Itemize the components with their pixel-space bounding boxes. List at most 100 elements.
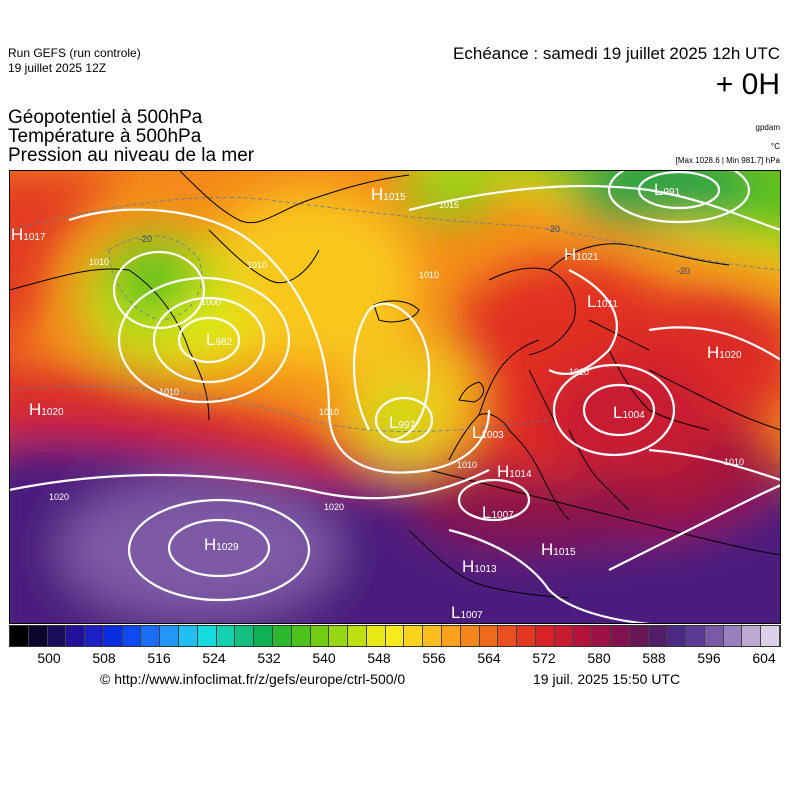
color-swatch — [667, 626, 687, 646]
high-center: H1029 — [204, 535, 239, 554]
high-center: H1013 — [462, 557, 497, 576]
generated-date: 19 juil. 2025 15:50 UTC — [533, 671, 681, 687]
run-name: Run GEFS (run controle) — [8, 46, 141, 60]
high-center: H1020 — [707, 343, 742, 362]
low-center: L1007 — [482, 503, 514, 522]
scale-tick-label: 556 — [422, 650, 446, 666]
scale-tick-label: 572 — [532, 650, 556, 666]
color-swatch — [28, 626, 48, 646]
coastlines — [9, 170, 781, 599]
low-center: L997 — [389, 413, 416, 432]
high-center: H1021 — [564, 245, 599, 264]
run-date: 19 juillet 2025 12Z — [8, 61, 107, 75]
high-center: H1015 — [371, 185, 406, 204]
isobar-label: 1010 — [247, 260, 267, 270]
color-swatch — [385, 626, 405, 646]
scale-tick-label: 588 — [642, 650, 666, 666]
scale-tick-label: 524 — [202, 650, 226, 666]
unit-celsius: °C — [771, 142, 780, 151]
isotherm-labels: -20 -20 -20 — [139, 224, 690, 276]
color-swatch — [648, 626, 668, 646]
low-center: L1003 — [472, 423, 504, 442]
isobar-label: 1010 — [569, 367, 589, 377]
color-swatch — [10, 626, 29, 646]
color-swatch — [197, 626, 217, 646]
scale-tick-label: 540 — [312, 650, 336, 666]
color-swatch — [85, 626, 104, 646]
color-swatch — [47, 626, 67, 646]
map-svg: H1015 H1017 H1021 H1020 H1020 H1014 H102… — [9, 170, 781, 624]
geopotential-field: H1015 H1017 H1021 H1020 H1020 H1014 H102… — [9, 170, 781, 624]
color-swatch — [160, 626, 180, 646]
color-swatch — [592, 626, 611, 646]
color-swatch — [235, 626, 255, 646]
weather-map: H1015 H1017 H1021 H1020 H1020 H1014 H102… — [9, 170, 781, 624]
high-center: H1017 — [11, 225, 46, 244]
isobar-label: 1010 — [457, 460, 477, 470]
run-info: Run GEFS (run controle) 19 juillet 2025 … — [8, 46, 141, 76]
source-url[interactable]: © http://www.infoclimat.fr/z/gefs/europe… — [100, 671, 406, 687]
isobar-labels: 1015 1010 1000 1010 1010 1010 1010 1020 … — [49, 200, 744, 512]
isobar-label: 1010 — [159, 387, 179, 397]
high-center: H1015 — [541, 540, 576, 559]
color-swatch — [441, 626, 461, 646]
color-swatch — [423, 626, 442, 646]
isobar-label: 1015 — [439, 200, 459, 210]
echeance: Echéance : samedi 19 juillet 2025 12h UT… — [453, 44, 780, 63]
color-swatch — [66, 626, 86, 646]
color-swatch — [272, 626, 292, 646]
color-swatch — [329, 626, 349, 646]
color-swatch — [179, 626, 198, 646]
color-swatch — [404, 626, 424, 646]
low-center: L1004 — [613, 403, 645, 422]
color-swatch — [742, 626, 762, 646]
forecast-hour: + 0H — [715, 68, 780, 101]
isotherms — [9, 196, 781, 433]
isobar-label: 1010 — [419, 270, 439, 280]
isotherm-label: -20 — [139, 234, 152, 244]
isobar-label: 1020 — [324, 502, 344, 512]
color-swatch — [517, 626, 536, 646]
high-center: H1014 — [497, 462, 532, 481]
color-swatch — [761, 626, 781, 646]
isobars — [9, 170, 781, 624]
isobar-label: 1010 — [319, 407, 339, 417]
scale-tick-label: 500 — [37, 650, 61, 666]
field-geopotential: Géopotentiel à 500hPa — [8, 107, 203, 128]
scale-tick-label: 508 — [92, 650, 116, 666]
scale-tick-label: 532 — [257, 650, 281, 666]
isobar-label: 1020 — [49, 492, 69, 502]
color-swatch — [291, 626, 311, 646]
field-list: Géopotentiel à 500hPa Température à 500h… — [8, 108, 254, 165]
low-center: L1007 — [451, 603, 483, 622]
field-temperature: Température à 500hPa — [8, 126, 202, 147]
color-swatch — [103, 626, 123, 646]
color-swatch — [366, 626, 386, 646]
high-center: H1020 — [29, 400, 64, 419]
color-swatch — [348, 626, 367, 646]
scale-tick-label: 516 — [147, 650, 171, 666]
color-swatch — [216, 626, 236, 646]
unit-pressure-range: [Max 1028.6 | Min 981.7] hPa — [675, 156, 780, 165]
isobar-label: 1000 — [201, 297, 221, 307]
scale-tick-label: 580 — [587, 650, 611, 666]
color-swatch — [554, 626, 574, 646]
low-center: L1011 — [587, 292, 618, 311]
color-swatch — [498, 626, 518, 646]
color-swatch — [460, 626, 480, 646]
pressure-centers: H1015 H1017 H1021 H1020 H1020 H1014 H102… — [11, 180, 742, 622]
scale-tick-label: 596 — [697, 650, 721, 666]
color-swatch — [704, 626, 724, 646]
low-center: L982 — [206, 330, 233, 349]
color-swatch — [141, 626, 161, 646]
color-swatch — [629, 626, 649, 646]
color-swatch — [723, 626, 743, 646]
scale-tick-label: 604 — [752, 650, 776, 666]
color-swatch — [611, 626, 630, 646]
field-pressure: Pression au niveau de la mer — [8, 145, 255, 166]
unit-gpdam: gpdam — [755, 123, 780, 132]
color-swatch — [310, 626, 330, 646]
color-scale — [9, 625, 781, 647]
isobar-label: 1010 — [724, 457, 744, 467]
isotherm-label: -20 — [677, 266, 690, 276]
